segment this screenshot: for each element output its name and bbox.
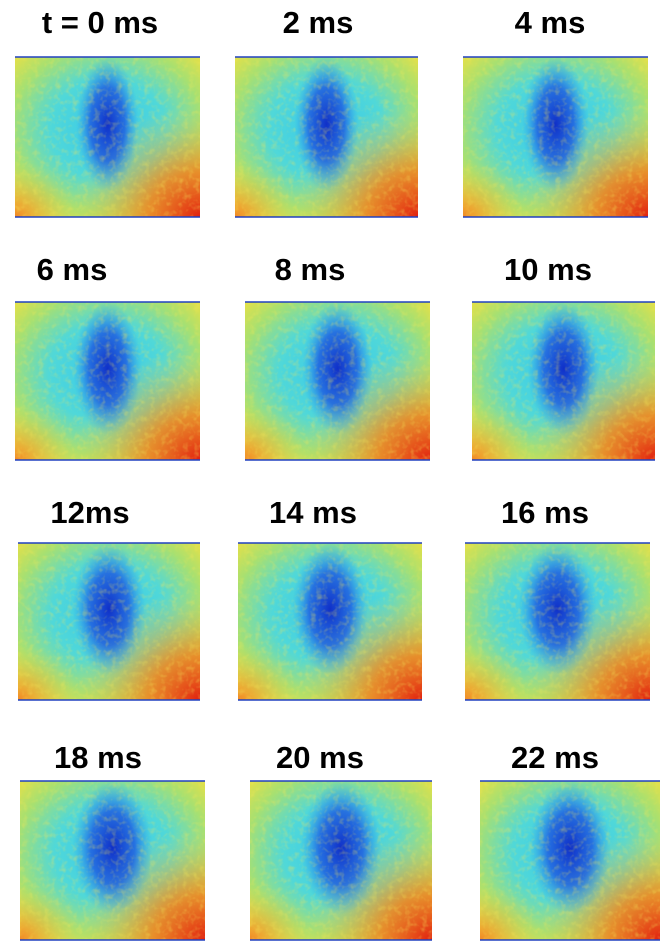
panel-label: t = 0 ms xyxy=(42,5,158,40)
heatmap-noise xyxy=(15,302,200,460)
panel-label: 22 ms xyxy=(511,740,599,775)
heatmap-noise xyxy=(465,543,650,700)
heatmap-noise xyxy=(20,781,205,940)
heatmap-noise xyxy=(245,302,430,460)
heatmap-panel: 4 ms xyxy=(463,5,648,217)
heatmap-noise xyxy=(18,543,200,700)
heatmap-panel: 8 ms xyxy=(245,252,430,460)
figure: t = 0 ms 2 ms 4 ms 6 ms 8 ms 10 ms 12ms 14 ms 16… xyxy=(0,0,660,942)
heatmap-noise xyxy=(235,57,418,217)
heatmap-noise xyxy=(15,57,200,217)
heatmap-noise xyxy=(463,57,648,217)
heatmap-panel: 14 ms xyxy=(238,495,422,700)
heatmap-panel: 16 ms xyxy=(465,495,650,700)
panel-label: 6 ms xyxy=(37,252,108,287)
panel-label: 14 ms xyxy=(269,495,357,530)
heatmap-panel: 20 ms xyxy=(250,740,432,940)
panel-label: 8 ms xyxy=(275,252,346,287)
panel-label: 18 ms xyxy=(54,740,142,775)
panel-label: 2 ms xyxy=(283,5,354,40)
heatmap-panel: 10 ms xyxy=(472,252,655,460)
panel-label: 12ms xyxy=(50,495,129,530)
heatmap-noise xyxy=(472,302,655,460)
heatmap-panel: 12ms xyxy=(18,495,200,700)
heatmap-panel: t = 0 ms xyxy=(15,5,200,217)
heatmap-panel: 6 ms xyxy=(15,252,200,460)
heatmap-panel: 22 ms xyxy=(480,740,660,940)
heatmap-noise xyxy=(480,781,660,940)
heatmap-panel: 18 ms xyxy=(20,740,205,940)
panel-label: 10 ms xyxy=(504,252,592,287)
panel-label: 20 ms xyxy=(276,740,364,775)
heatmap-noise xyxy=(238,543,422,700)
heatmap-noise xyxy=(250,781,432,940)
heatmap-panel: 2 ms xyxy=(235,5,418,217)
panel-label: 4 ms xyxy=(515,5,586,40)
panel-label: 16 ms xyxy=(501,495,589,530)
